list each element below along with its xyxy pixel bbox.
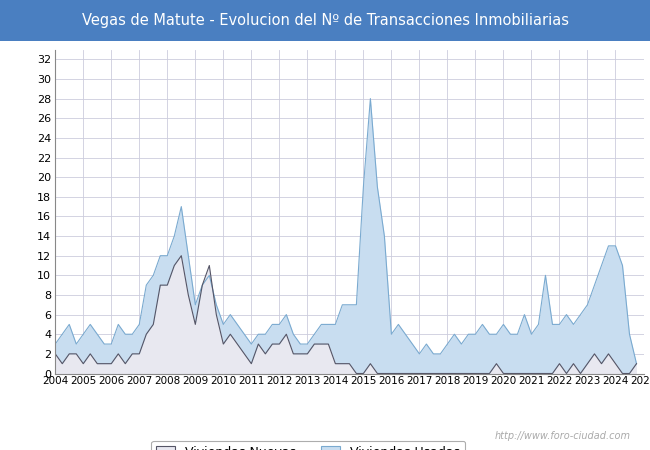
Text: http://www.foro-ciudad.com: http://www.foro-ciudad.com — [495, 431, 630, 441]
Legend: Viviendas Nuevas, Viviendas Usadas: Viviendas Nuevas, Viviendas Usadas — [151, 441, 465, 450]
Text: Vegas de Matute - Evolucion del Nº de Transacciones Inmobiliarias: Vegas de Matute - Evolucion del Nº de Tr… — [81, 13, 569, 28]
